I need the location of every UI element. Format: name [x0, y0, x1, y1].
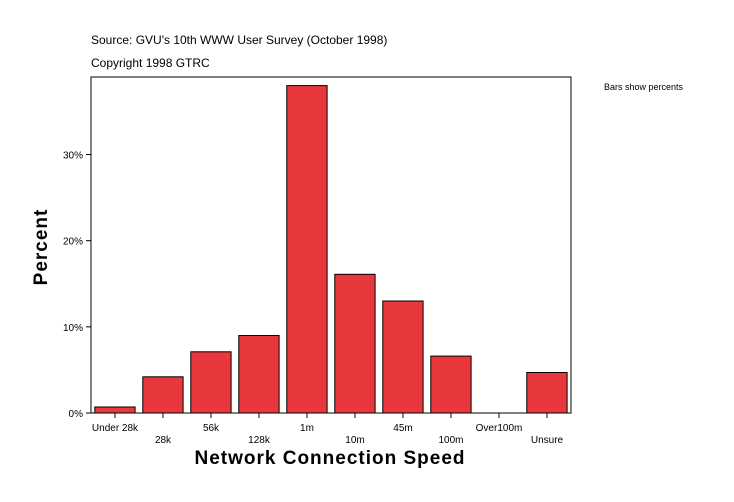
y-axis-label: Percent — [31, 209, 52, 286]
x-tick-label: 100m — [438, 435, 463, 446]
x-axis-label: Network Connection Speed — [194, 448, 465, 469]
x-tick-label: 128k — [248, 435, 271, 446]
x-tick-label: 56k — [203, 423, 220, 434]
bar-28k — [142, 376, 184, 414]
bar-128k — [238, 335, 280, 414]
y-tick-label: 30% — [63, 151, 83, 162]
bar-unsure — [526, 372, 568, 414]
bar-10m — [334, 273, 376, 414]
plot-frame — [90, 76, 572, 414]
source-text: Source: GVU's 10th WWW User Survey (Octo… — [91, 33, 388, 47]
x-tick-label: 45m — [393, 423, 412, 434]
bar-1m — [286, 85, 328, 414]
x-tick-label: 10m — [345, 435, 364, 446]
bar-56k — [190, 351, 232, 414]
axes-group: Under 28k 28k 56k 128k 1m 10m 45m 100m Over100m U… — [63, 76, 572, 446]
bar-45m — [382, 300, 424, 414]
x-tick-label: 1m — [300, 423, 314, 434]
bars-group — [94, 85, 568, 414]
y-tick-label: 20% — [63, 237, 83, 248]
bar-100m — [430, 355, 472, 414]
x-tick-label: 28k — [155, 435, 172, 446]
x-tick-label: Under 28k — [92, 423, 139, 434]
y-tick-label: 0% — [69, 409, 84, 420]
x-tick-label: Unsure — [531, 435, 564, 446]
copyright-text: Copyright 1998 GTRC — [91, 56, 210, 70]
x-tick-label: Over100m — [476, 423, 523, 434]
y-tick-label: 10% — [63, 323, 83, 334]
bar-under-28k — [94, 406, 136, 414]
bars-note: Bars show percents — [604, 82, 684, 92]
